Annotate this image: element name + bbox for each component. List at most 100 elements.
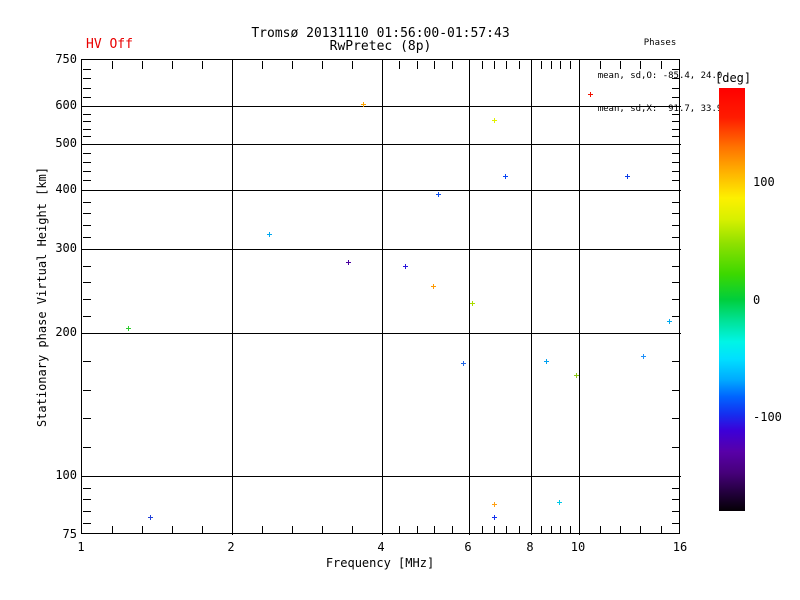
y-minor-tick-right	[672, 114, 680, 115]
y-minor-tick-right	[672, 88, 680, 89]
y-minor-tick-left	[83, 511, 91, 512]
data-point	[431, 284, 436, 289]
y-minor-tick-right	[672, 97, 680, 98]
y-minor-tick-left	[83, 136, 91, 137]
x-minor-tick-bottom	[417, 526, 418, 534]
x-major-tick-top	[531, 61, 532, 72]
y-gridline	[82, 476, 681, 477]
x-gridline	[469, 60, 470, 535]
chart-title: Tromsø 20131110 01:56:00-01:57:43	[251, 26, 510, 41]
y-minor-tick-right	[672, 499, 680, 500]
colorbar-unit-label: [deg]	[715, 71, 752, 85]
hv-status: HV Off	[86, 37, 133, 52]
x-minor-tick-top	[551, 61, 552, 69]
y-tick-label: 75	[62, 527, 77, 541]
x-minor-tick-top	[399, 61, 400, 69]
x-minor-tick-bottom	[202, 526, 203, 534]
x-tick-label: 16	[672, 540, 688, 554]
x-major-tick-bottom	[579, 523, 580, 534]
y-minor-tick-left	[83, 162, 91, 163]
data-point	[267, 232, 272, 237]
y-minor-tick-right	[672, 180, 680, 181]
x-minor-tick-top	[434, 61, 435, 69]
x-minor-tick-top	[519, 61, 520, 69]
x-minor-tick-bottom	[640, 526, 641, 534]
x-gridline	[232, 60, 233, 535]
x-minor-tick-bottom	[482, 526, 483, 534]
x-axis-label: Frequency [MHz]	[325, 556, 435, 570]
data-point	[470, 301, 475, 306]
x-minor-tick-bottom	[494, 526, 495, 534]
plot-area	[81, 59, 681, 535]
x-major-tick-top	[469, 61, 470, 72]
x-minor-tick-bottom	[399, 526, 400, 534]
y-minor-tick-left	[83, 153, 91, 154]
x-major-tick-top	[382, 61, 383, 72]
y-minor-tick-left	[83, 447, 91, 448]
x-minor-tick-bottom	[352, 526, 353, 534]
x-minor-tick-top	[322, 61, 323, 69]
x-minor-tick-bottom	[452, 526, 453, 534]
y-minor-tick-right	[672, 390, 680, 391]
colorbar-tick-label: -100	[753, 410, 782, 424]
colorbar-tick-label: 100	[753, 175, 775, 189]
x-gridline	[579, 60, 580, 535]
x-minor-tick-top	[142, 61, 143, 69]
y-minor-tick-right	[672, 202, 680, 203]
x-tick-label: 6	[464, 540, 472, 554]
data-point	[436, 192, 441, 197]
x-minor-tick-bottom	[434, 526, 435, 534]
x-minor-tick-top	[661, 61, 662, 69]
y-minor-tick-right	[672, 153, 680, 154]
y-minor-tick-left	[83, 418, 91, 419]
x-major-tick-bottom	[382, 523, 383, 534]
y-minor-tick-right	[672, 299, 680, 300]
x-major-tick-bottom	[232, 523, 233, 534]
x-minor-tick-bottom	[560, 526, 561, 534]
x-tick-label: 10	[570, 540, 586, 554]
y-minor-tick-left	[83, 171, 91, 172]
y-minor-tick-right	[672, 171, 680, 172]
x-gridline	[382, 60, 383, 535]
x-minor-tick-top	[541, 61, 542, 69]
y-minor-tick-left	[83, 88, 91, 89]
x-minor-tick-top	[570, 61, 571, 69]
y-minor-tick-right	[672, 447, 680, 448]
data-point	[503, 174, 508, 179]
data-point	[492, 502, 497, 507]
y-minor-tick-right	[672, 78, 680, 79]
y-minor-tick-left	[83, 202, 91, 203]
chart-subtitle: RwPretec (8p)	[329, 39, 432, 54]
x-minor-tick-bottom	[551, 526, 552, 534]
y-minor-tick-right	[672, 121, 680, 122]
y-minor-tick-left	[83, 69, 91, 70]
y-tick-label: 600	[55, 98, 77, 112]
x-minor-tick-bottom	[112, 526, 113, 534]
y-minor-tick-right	[672, 213, 680, 214]
data-point	[148, 515, 153, 520]
y-minor-tick-right	[672, 225, 680, 226]
y-minor-tick-left	[83, 499, 91, 500]
data-point	[346, 260, 351, 265]
x-minor-tick-top	[600, 61, 601, 69]
y-gridline	[82, 144, 681, 145]
x-minor-tick-top	[262, 61, 263, 69]
y-tick-label: 300	[55, 241, 77, 255]
x-minor-tick-bottom	[541, 526, 542, 534]
y-tick-label: 500	[55, 136, 77, 150]
y-minor-tick-right	[672, 418, 680, 419]
y-minor-tick-right	[672, 488, 680, 489]
x-minor-tick-top	[560, 61, 561, 69]
y-minor-tick-left	[83, 266, 91, 267]
phases-mean-x: mean, sd,X: 91.7, 33.9	[597, 104, 723, 114]
y-minor-tick-left	[83, 390, 91, 391]
x-major-tick-bottom	[469, 523, 470, 534]
x-minor-tick-bottom	[262, 526, 263, 534]
y-tick-label: 750	[55, 52, 77, 66]
x-minor-tick-bottom	[506, 526, 507, 534]
data-point	[544, 359, 549, 364]
y-gridline	[82, 106, 681, 107]
y-minor-tick-left	[83, 121, 91, 122]
y-tick-label: 200	[55, 325, 77, 339]
